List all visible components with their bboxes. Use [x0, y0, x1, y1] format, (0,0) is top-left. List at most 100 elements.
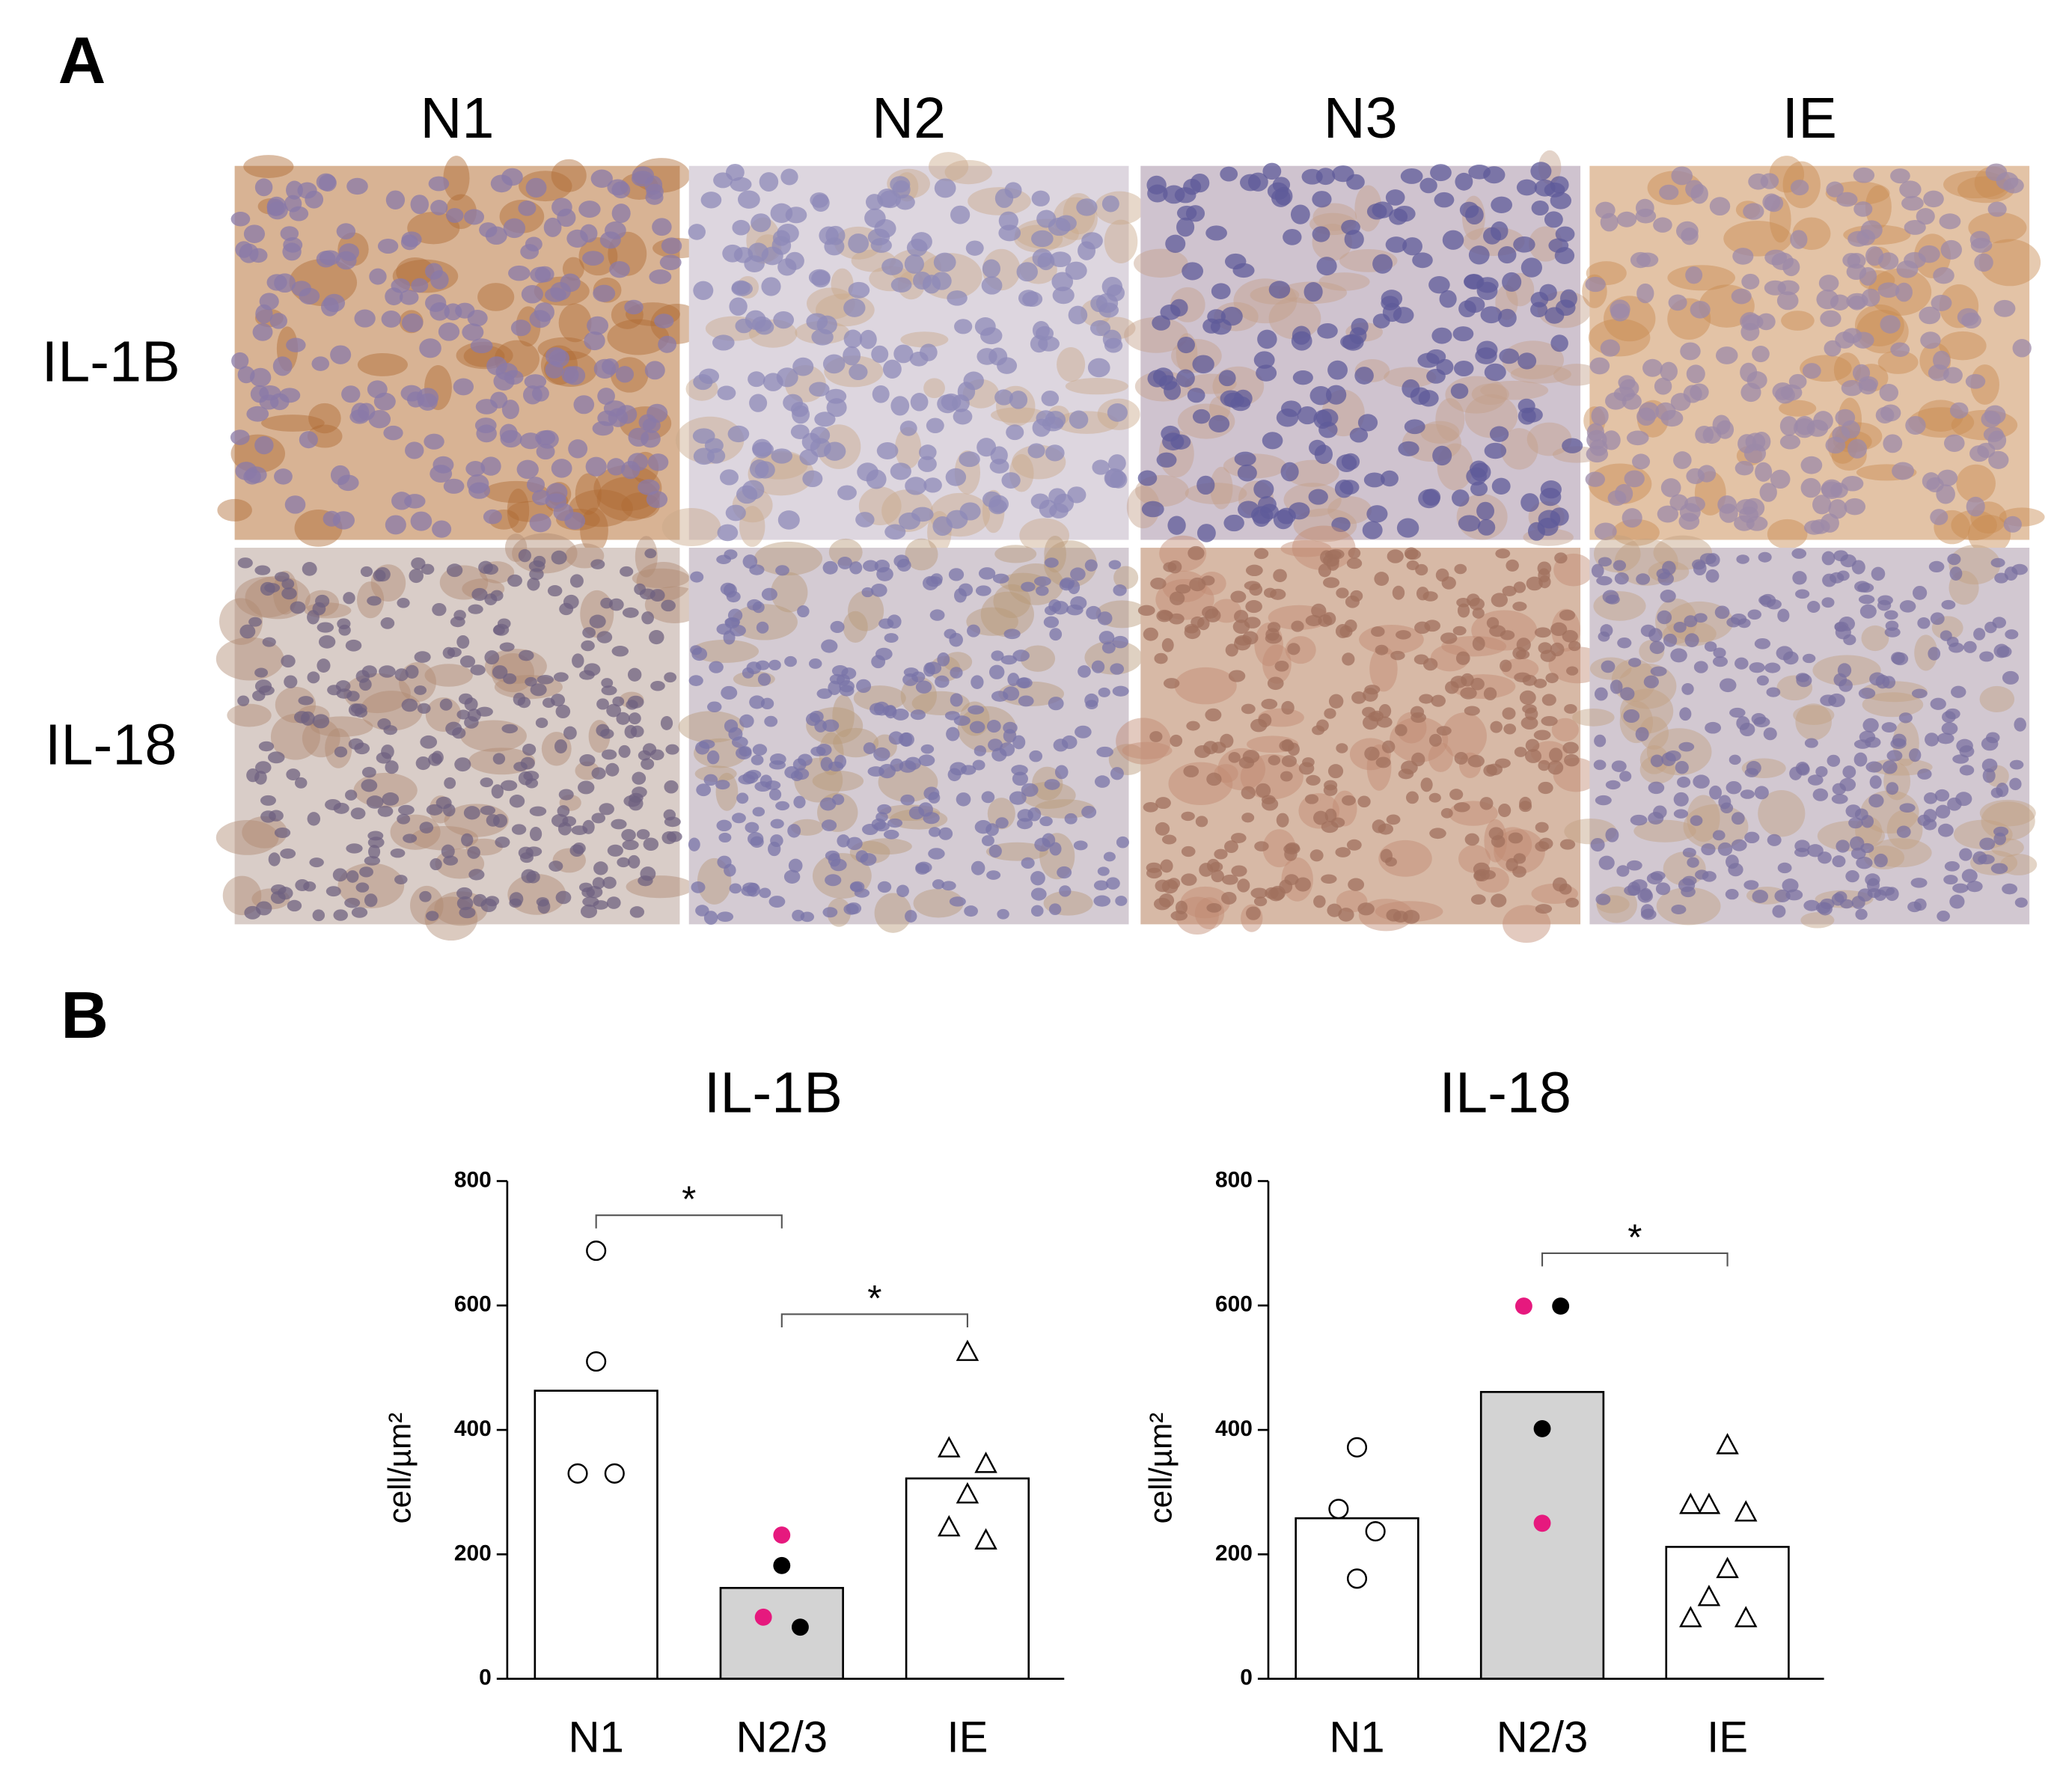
- nucleus: [1709, 197, 1731, 216]
- nucleus: [1457, 603, 1470, 618]
- nucleus: [1240, 174, 1261, 192]
- stain: [1781, 311, 1815, 331]
- chart-title: IL-18: [1440, 1060, 1571, 1125]
- nucleus: [333, 909, 348, 921]
- nucleus: [1346, 174, 1365, 190]
- nucleus: [375, 567, 391, 582]
- nucleus: [1949, 894, 1965, 909]
- y-tick-label: 800: [454, 1167, 492, 1192]
- nucleus: [376, 752, 392, 764]
- nucleus: [317, 622, 334, 633]
- nucleus: [1538, 781, 1553, 795]
- nucleus: [658, 335, 677, 353]
- nucleus: [691, 647, 708, 661]
- nucleus: [1923, 792, 1938, 804]
- nucleus: [1412, 252, 1433, 269]
- nucleus: [988, 664, 1005, 679]
- nucleus: [1585, 276, 1606, 293]
- nucleus: [788, 858, 803, 873]
- nucleus: [1660, 590, 1676, 603]
- nucleus: [1362, 521, 1383, 539]
- nucleus: [841, 667, 857, 679]
- nucleus: [1518, 801, 1532, 813]
- nucleus: [1460, 687, 1477, 700]
- nucleus: [1097, 611, 1113, 626]
- nucleus: [932, 879, 945, 890]
- nucleus: [1537, 517, 1559, 536]
- nucleus: [822, 907, 838, 918]
- nucleus: [1376, 716, 1393, 728]
- nucleus: [1792, 571, 1807, 585]
- nucleus: [659, 254, 682, 270]
- nucleus: [1043, 616, 1060, 629]
- nucleus: [974, 317, 996, 336]
- nucleus: [516, 459, 539, 480]
- nucleus: [693, 281, 714, 300]
- nucleus: [1070, 596, 1087, 611]
- nucleus: [849, 561, 863, 575]
- nucleus: [1224, 840, 1238, 854]
- nucleus: [1535, 904, 1553, 914]
- point: [1328, 1499, 1349, 1520]
- stain: [558, 303, 592, 343]
- nucleus: [1161, 637, 1174, 652]
- nucleus: [1336, 587, 1349, 599]
- nucleus: [959, 451, 980, 468]
- nucleus: [368, 845, 381, 859]
- nucleus: [902, 673, 918, 686]
- nucleus: [1979, 837, 1996, 851]
- stain: [1428, 742, 1453, 772]
- nucleus: [1632, 453, 1651, 470]
- nucleus: [755, 660, 770, 670]
- nucleus: [2002, 670, 2019, 685]
- nucleus: [1728, 863, 1743, 877]
- nucleus: [982, 259, 1001, 278]
- nucleus: [1205, 708, 1222, 722]
- nucleus: [341, 385, 361, 403]
- nucleus: [1155, 822, 1170, 836]
- nucleus: [1922, 472, 1940, 490]
- nucleus: [1160, 304, 1181, 320]
- nucleus: [905, 477, 927, 495]
- nucleus: [453, 378, 474, 396]
- nucleus: [272, 356, 293, 376]
- nucleus: [1491, 221, 1509, 241]
- nucleus: [644, 548, 657, 559]
- nucleus: [1181, 811, 1195, 822]
- nucleus: [650, 681, 665, 691]
- nucleus: [1422, 489, 1441, 506]
- nucleus: [1852, 364, 1871, 382]
- nucleus: [1966, 496, 1985, 517]
- nucleus: [534, 302, 554, 322]
- nucleus: [1513, 581, 1526, 593]
- nucleus: [1754, 786, 1769, 800]
- nucleus: [911, 507, 934, 522]
- nucleus: [764, 715, 778, 727]
- nucleus: [295, 878, 310, 892]
- nucleus: [1920, 331, 1941, 349]
- nucleus: [1030, 871, 1045, 886]
- nucleus: [1777, 608, 1790, 623]
- nucleus: [551, 550, 567, 565]
- nucleus: [1945, 708, 1960, 720]
- nucleus: [338, 624, 351, 636]
- nucleus: [1545, 673, 1559, 684]
- nucleus: [1845, 870, 1859, 883]
- nucleus: [2009, 777, 2022, 791]
- nucleus: [385, 760, 399, 774]
- nucleus: [691, 881, 706, 893]
- nucleus: [1188, 545, 1205, 560]
- stain: [1655, 598, 1697, 644]
- nucleus: [1498, 803, 1512, 818]
- stain: [1553, 364, 1600, 386]
- nucleus: [581, 640, 595, 652]
- nucleus: [1820, 310, 1842, 327]
- nucleus: [644, 175, 663, 195]
- stain: [1116, 718, 1171, 765]
- nucleus: [1021, 857, 1035, 869]
- nucleus: [286, 768, 301, 780]
- nucleus: [297, 182, 317, 199]
- nucleus: [444, 303, 462, 321]
- nucleus: [988, 499, 1007, 515]
- nucleus: [547, 585, 563, 597]
